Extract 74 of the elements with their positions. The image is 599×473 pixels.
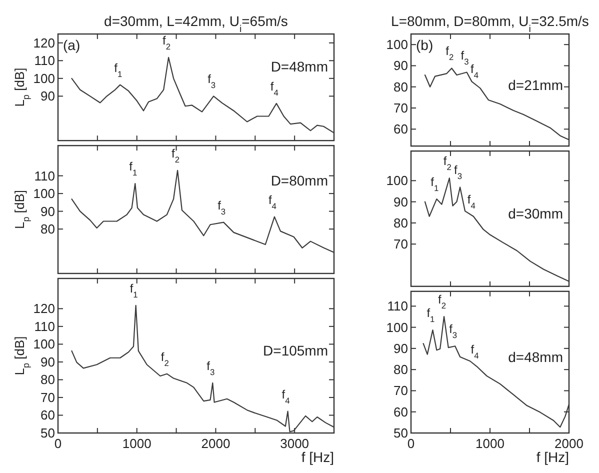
x-tick-label: 1000 bbox=[476, 436, 504, 451]
y-tick-label: 90 bbox=[40, 88, 55, 104]
legend-label: D=80mm bbox=[270, 172, 328, 189]
annotation: f$_{4}$ bbox=[270, 79, 279, 98]
annotation: f$_{1}$ bbox=[130, 281, 138, 300]
y-tick-label: 70 bbox=[394, 383, 408, 398]
x-axis-title: f [Hz] bbox=[301, 449, 334, 465]
y-tick-label: 100 bbox=[33, 70, 55, 86]
y-tick-label: 110 bbox=[34, 168, 55, 184]
y-tick-label: 80 bbox=[394, 215, 408, 230]
annotation: (a) bbox=[63, 37, 80, 53]
x-tick-label: 0 bbox=[407, 436, 415, 451]
annotation: f$_{1}$ bbox=[129, 160, 138, 178]
x-tick-label: 3000 bbox=[280, 436, 310, 451]
y-tick-label: 70 bbox=[394, 100, 408, 116]
annotation: f$_{2}$ bbox=[438, 292, 446, 311]
x-axis-title: f [Hz] bbox=[536, 449, 569, 465]
y-tick-label: 120 bbox=[33, 301, 55, 316]
legend-label: d=48mm bbox=[508, 349, 563, 366]
annotation: f$_{4}$ bbox=[268, 192, 277, 211]
x-tick-label: 0 bbox=[54, 436, 62, 451]
y-tick-label: 110 bbox=[34, 53, 55, 68]
y-tick-label: 60 bbox=[394, 404, 408, 420]
x-tick-label: 2000 bbox=[201, 436, 230, 451]
y-tick-label: 100 bbox=[33, 186, 55, 202]
x-tick-label: 1000 bbox=[122, 436, 152, 451]
y-tick-label: 70 bbox=[394, 236, 408, 252]
annotation: f$_{2}$ bbox=[160, 350, 170, 368]
annotation: f$_{2}$ bbox=[443, 154, 452, 172]
y-tick-label: 100 bbox=[33, 336, 55, 352]
annotation: f$_{3}$ bbox=[454, 163, 462, 182]
y-tick-label: 60 bbox=[40, 408, 55, 423]
annotation: f$_{2}$ bbox=[172, 146, 180, 164]
annotation: f$_{2}$ bbox=[446, 44, 454, 62]
annotation: f$_{3}$ bbox=[208, 72, 216, 90]
annotation: f$_{1}$ bbox=[426, 306, 436, 324]
legend-label: D=48mm bbox=[270, 58, 328, 74]
annotation: f$_{4}$ bbox=[470, 62, 479, 80]
chart-title: d=30mm, L=42mm, U$_{i}$=65m/s bbox=[104, 13, 288, 34]
annotation: f$_{4}$ bbox=[467, 192, 476, 210]
legend-label: d=30mm bbox=[508, 206, 563, 222]
annotation: f$_{3}$ bbox=[206, 358, 215, 377]
y-tick-label: 90 bbox=[394, 340, 408, 356]
annotation: f$_{3}$ bbox=[449, 322, 458, 340]
y-tick-label: 80 bbox=[40, 372, 55, 388]
annotation: f$_{4}$ bbox=[470, 342, 480, 360]
annotation: f$_{1}$ bbox=[430, 175, 440, 194]
y-tick-label: 50 bbox=[40, 426, 55, 440]
x-tick-label: 2000 bbox=[554, 436, 584, 451]
y-tick-label: 80 bbox=[40, 222, 55, 237]
annotation: f$_{3}$ bbox=[218, 198, 226, 216]
y-tick-label: 110 bbox=[34, 318, 55, 334]
y-tick-label: 60 bbox=[394, 122, 408, 137]
y-tick-label: 90 bbox=[40, 204, 55, 219]
annotation: f$_{4}$ bbox=[282, 387, 290, 406]
y-tick-label: 110 bbox=[387, 298, 408, 314]
legend-label: d=21mm bbox=[508, 77, 563, 94]
annotation: f$_{1}$ bbox=[114, 60, 122, 79]
annotation: f$_{2}$ bbox=[162, 33, 171, 52]
chart-title: L=80mm, D=80mm, U$_{i}$=32.5m/s bbox=[391, 13, 589, 34]
y-tick-label: 100 bbox=[386, 37, 408, 52]
y-tick-label: 90 bbox=[394, 58, 408, 74]
y-tick-label: 120 bbox=[33, 35, 55, 50]
y-tick-label: 50 bbox=[394, 426, 408, 440]
y-tick-label: 70 bbox=[40, 390, 55, 405]
legend-label: D=105mm bbox=[263, 342, 328, 359]
annotation: f$_{3}$ bbox=[460, 48, 470, 66]
y-tick-label: 90 bbox=[394, 194, 408, 210]
y-tick-label: 100 bbox=[386, 173, 408, 188]
y-tick-label: 80 bbox=[394, 79, 408, 94]
y-tick-label: 90 bbox=[40, 354, 55, 370]
annotation: (b) bbox=[416, 37, 434, 53]
y-tick-label: 100 bbox=[386, 320, 408, 335]
y-tick-label: 80 bbox=[394, 362, 408, 378]
